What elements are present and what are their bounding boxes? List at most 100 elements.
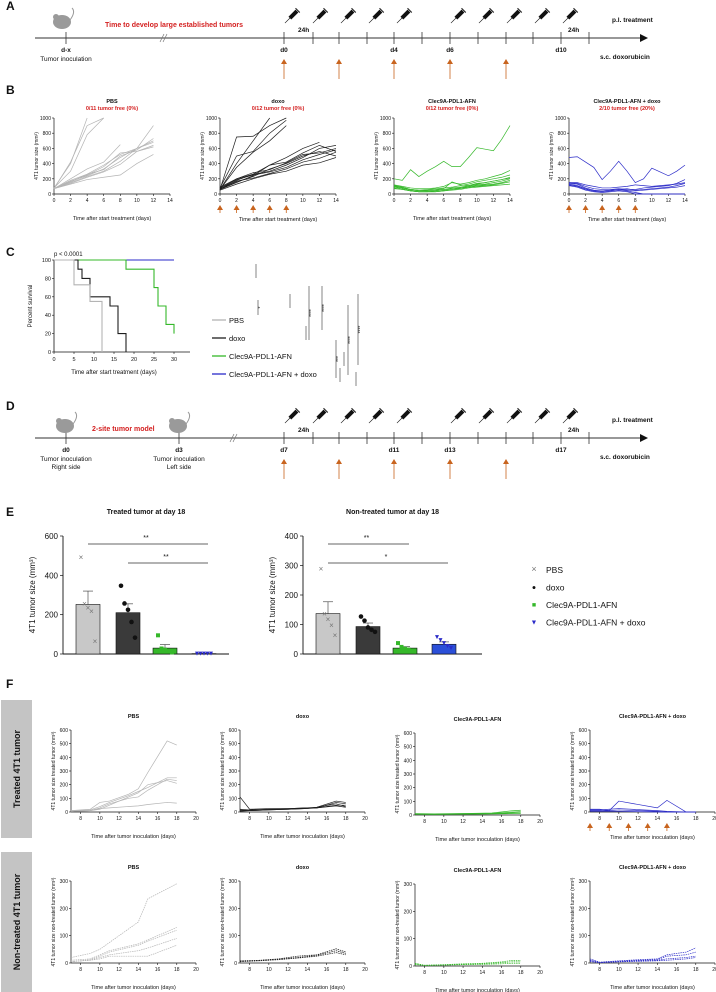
significance-label: * xyxy=(258,306,264,308)
syringe-icon xyxy=(284,407,301,424)
chart-subtitle: 0/11 tumor free (0%) xyxy=(86,106,138,112)
doxorubicin-arrow-icon xyxy=(391,459,397,464)
series-line xyxy=(219,145,337,190)
x-axis-label: Time after tumor inoculation (days) xyxy=(610,835,695,841)
x-tick-label: 18 xyxy=(693,967,699,973)
pl-treatment-label: p.l. treatment xyxy=(612,417,654,424)
syringe-icon xyxy=(506,7,523,24)
chart-title: doxo xyxy=(296,865,310,871)
y-tick-label: 40 xyxy=(45,313,51,319)
x-tick-label: 12 xyxy=(460,819,466,825)
y-tick-label: 200 xyxy=(404,786,413,792)
x-tick-label: 8 xyxy=(598,967,601,973)
x-tick-label: 16 xyxy=(674,967,680,973)
x-tick-label: 2 xyxy=(409,198,412,204)
survival-curve xyxy=(54,259,175,334)
x-tick-label: 20 xyxy=(712,816,716,822)
x-tick-label: 18 xyxy=(693,816,699,822)
doxorubicin-arrow-icon xyxy=(503,459,509,464)
y-tick-label: 0 xyxy=(409,964,412,970)
y-tick-label: 300 xyxy=(60,769,69,775)
y-tick-label: 200 xyxy=(43,177,52,183)
syringe-needle xyxy=(284,417,291,424)
data-point-x: × xyxy=(329,621,334,630)
pl-treatment-label: p.l. treatment xyxy=(612,17,654,24)
y-tick-label: 1000 xyxy=(40,116,51,122)
data-point-square xyxy=(406,647,411,652)
x-tick-label: 4 xyxy=(86,198,89,204)
x-tick-label: 14 xyxy=(655,816,661,822)
y-tick-label: 0 xyxy=(584,961,587,967)
x-tick-label: 12 xyxy=(491,198,497,204)
data-point-circle xyxy=(118,583,124,589)
syringe-needle xyxy=(534,17,541,24)
data-point-x: × xyxy=(93,637,98,646)
y-tick-label: 200 xyxy=(558,177,567,183)
y-tick-label: 1000 xyxy=(380,116,391,122)
y-tick-label: 800 xyxy=(383,131,392,137)
y-axis-label: 4T1 tumor size non-treated tumor (mm³) xyxy=(570,877,576,966)
x-tick-label: 0 xyxy=(568,198,571,204)
chart-subtitle: 0/12 tumor free (0%) xyxy=(252,106,305,112)
syringe-icon xyxy=(534,407,551,424)
data-point-square xyxy=(163,647,167,652)
series-line xyxy=(219,120,287,189)
chart-title: doxo xyxy=(271,99,285,105)
syringe-needle xyxy=(450,17,457,24)
y-tick-label: 200 xyxy=(229,906,238,912)
x-tick-label: 10 xyxy=(300,198,306,204)
y-tick-label: 500 xyxy=(579,742,588,748)
x-tick-label: 20 xyxy=(537,970,543,976)
series-line xyxy=(219,117,287,190)
series-line xyxy=(219,157,337,191)
significance-label: **** xyxy=(358,326,364,334)
x-tick-label: 10 xyxy=(441,819,447,825)
x-tick-label: 12 xyxy=(285,967,291,973)
series-line xyxy=(568,183,686,192)
syringe-icon xyxy=(534,7,551,24)
doxorubicin-arrow-icon xyxy=(281,459,287,464)
row-label: Non-treated 4T1 tumor xyxy=(12,873,22,970)
doxorubicin-arrow-icon xyxy=(599,205,606,210)
data-point-circle xyxy=(125,607,131,613)
data-point-x: × xyxy=(333,631,338,640)
y-tick-label: 300 xyxy=(404,772,413,778)
doxorubicin-arrow-icon xyxy=(625,823,632,828)
mouse-ear xyxy=(56,418,62,424)
series-line xyxy=(393,125,511,181)
x-tick-label: 18 xyxy=(343,816,349,822)
x-tick-label: 20 xyxy=(362,967,368,973)
series-line xyxy=(239,950,346,962)
y-tick-label: 500 xyxy=(404,745,413,751)
y-tick-label: 400 xyxy=(285,532,299,541)
syringe-icon xyxy=(312,407,329,424)
syringe-plunger xyxy=(461,7,467,13)
chart-title: doxo xyxy=(296,714,310,720)
survival-curve xyxy=(54,259,127,352)
y-tick-label: 0 xyxy=(54,650,59,659)
x-tick-label: 16 xyxy=(674,816,680,822)
x-tick-label: 8 xyxy=(459,198,462,204)
syringe-needle xyxy=(478,417,485,424)
x-tick-label: 12 xyxy=(666,198,672,204)
x-tick-label: 14 xyxy=(480,819,486,825)
x-tick-label: 14 xyxy=(333,198,339,204)
p-value-label: p < 0.0001 xyxy=(54,252,83,258)
y-tick-label: 0 xyxy=(234,961,237,967)
x-tick-label: 10 xyxy=(97,816,103,822)
syringe-plunger xyxy=(323,407,329,413)
x-tick-label: 4 xyxy=(601,198,604,204)
legend-label: doxo xyxy=(546,583,565,593)
panel-letter: A xyxy=(6,0,15,13)
y-tick-label: 100 xyxy=(579,934,588,940)
x-tick-label: 8 xyxy=(634,198,637,204)
start-day-label: d-x xyxy=(61,47,71,54)
x-tick-label: 6 xyxy=(617,198,620,204)
syringe-barrel xyxy=(344,409,355,420)
y-tick-label: 0 xyxy=(409,813,412,819)
series-line xyxy=(239,952,346,962)
syringe-needle xyxy=(284,17,291,24)
data-point-triangle xyxy=(202,651,206,656)
y-axis-label: 4T1 tumor size (mm³) xyxy=(268,556,277,633)
series-line xyxy=(70,740,177,811)
